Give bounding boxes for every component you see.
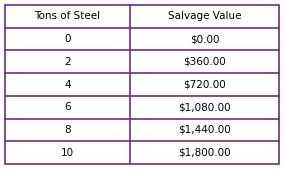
Text: 6: 6	[64, 102, 71, 112]
Text: $1,800.00: $1,800.00	[178, 148, 231, 158]
Text: 2: 2	[64, 57, 71, 67]
Text: 0: 0	[64, 34, 71, 44]
Text: $1,080.00: $1,080.00	[178, 102, 231, 112]
Text: $720.00: $720.00	[183, 79, 226, 90]
Text: 8: 8	[64, 125, 71, 135]
Text: Salvage Value: Salvage Value	[168, 11, 241, 21]
Text: $1,440.00: $1,440.00	[178, 125, 231, 135]
Text: Tons of Steel: Tons of Steel	[35, 11, 101, 21]
Text: 4: 4	[64, 79, 71, 90]
Text: 10: 10	[61, 148, 74, 158]
Text: $0.00: $0.00	[190, 34, 219, 44]
Text: $360.00: $360.00	[183, 57, 226, 67]
